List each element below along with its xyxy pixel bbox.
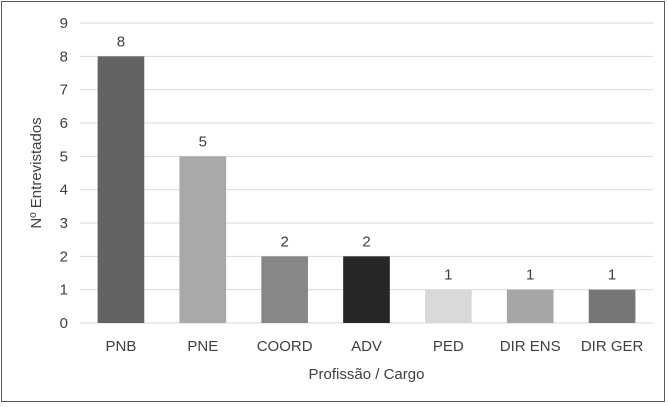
y-tick-label: 6 [60,115,68,132]
y-tick-label: 5 [60,148,68,165]
bar-adv [343,256,390,323]
bar-ped [425,289,472,323]
y-tick-label: 2 [60,248,68,265]
chart-frame: 0 1 2 3 4 5 6 7 8 9 8 5 2 2 1 1 1 PNB PNE COORD ADV PED DIR … [1,1,665,402]
x-tick-label: DIR GER [581,338,644,355]
bar-pne [179,156,227,323]
data-label: 2 [362,233,370,250]
y-axis-ticks: 0 1 2 3 4 5 6 7 8 9 [60,15,68,332]
x-tick-label: PED [433,338,464,355]
bars [97,56,636,323]
x-tick-label: PNB [106,338,137,355]
data-label: 2 [280,233,288,250]
gridlines [80,22,653,324]
x-tick-label: COORD [257,338,313,355]
data-labels: 8 5 2 2 1 1 1 [117,33,616,283]
data-label: 8 [117,33,125,50]
x-axis-label: Profissão / Cargo [309,366,425,383]
data-label: 5 [199,133,207,150]
x-axis-ticks: PNB PNE COORD ADV PED DIR ENS DIR GER [106,338,644,355]
x-tick-label: ADV [351,338,382,355]
bar-dir-ens [506,289,554,323]
y-tick-label: 3 [60,215,68,232]
bar-pnb [97,56,145,323]
data-label: 1 [444,267,452,284]
y-tick-label: 8 [60,48,68,65]
y-tick-label: 9 [60,15,68,32]
y-tick-label: 7 [60,82,68,99]
x-tick-label: PNE [187,338,218,355]
x-tick-label: DIR ENS [500,338,561,355]
bar-dir-ger [588,289,636,323]
y-axis-label: Nº Entrevistados [28,117,45,228]
data-label: 1 [526,267,534,284]
bar-coord [261,256,308,323]
y-tick-label: 1 [60,282,68,299]
y-tick-label: 4 [60,182,68,199]
y-tick-label: 0 [60,315,68,332]
data-label: 1 [608,267,616,284]
